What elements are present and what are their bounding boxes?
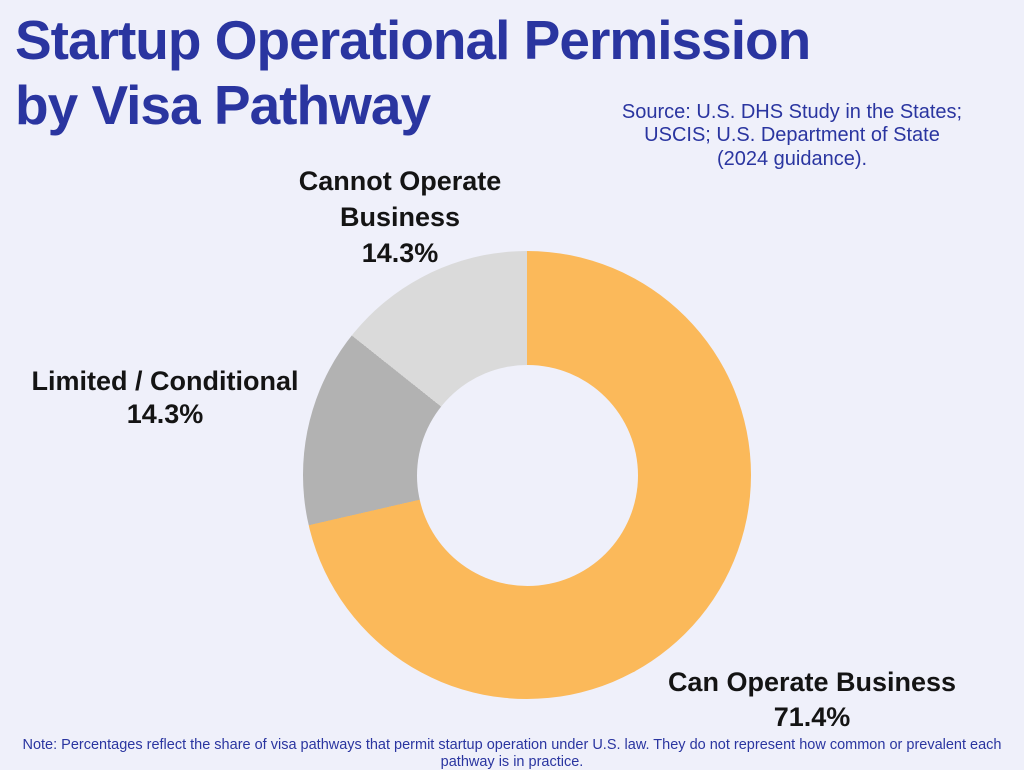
page-title-line-1: Startup Operational Permission <box>15 9 811 71</box>
callout-limited-conditional: Limited / Conditional 14.3% <box>0 365 330 431</box>
footnote: Note: Percentages reflect the share of v… <box>22 737 1002 770</box>
callout-can-operate-business: Can Operate Business 71.4% <box>622 665 1002 735</box>
slice-label-line: Business <box>339 202 461 232</box>
page-title: Startup Operational Permission by Visa P… <box>15 8 975 138</box>
source-line-3: (2024 guidance). <box>716 147 868 170</box>
slice-label-line: Cannot Operate <box>298 166 502 196</box>
page-title-line-2: by Visa Pathway <box>15 73 431 136</box>
source-line-1: Source: U.S. DHS Study in the States; <box>621 101 963 123</box>
donut-hole <box>416 364 638 586</box>
source-attribution: Source: U.S. DHS Study in the States; US… <box>592 101 992 171</box>
callout-cannot-operate-business: Cannot Operate Business 14.3% <box>230 163 570 271</box>
slice-value: 71.4% <box>773 702 851 732</box>
slice-label-line: Limited / Conditional <box>31 366 299 396</box>
donut-chart <box>303 251 751 699</box>
slice-value: 14.3% <box>126 399 204 429</box>
slice-value: 14.3% <box>361 238 439 268</box>
slice-label-line: Can Operate Business <box>667 667 957 697</box>
source-line-2: USCIS; U.S. Department of State <box>644 124 940 147</box>
